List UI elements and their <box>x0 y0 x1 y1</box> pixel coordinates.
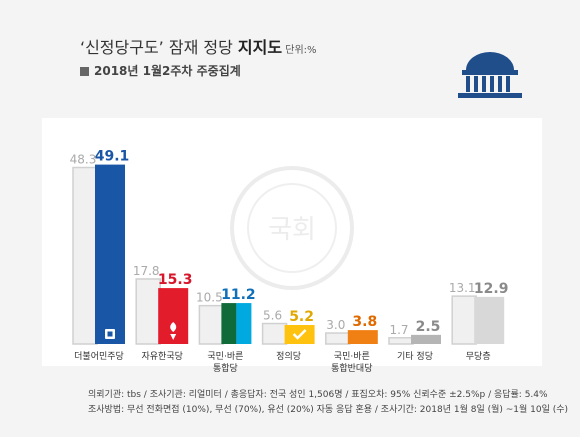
chart-footer: 의뢰기관: tbs / 조사기관: 리얼미터 / 총응답자: 전국 성인 1,5… <box>88 388 568 418</box>
bar-group: 5.6 5.2 정의당 <box>261 309 315 362</box>
category-label: 통합반대당 <box>331 363 372 374</box>
bar-previous <box>325 332 351 345</box>
torch-icon <box>170 322 177 340</box>
watermark-seal: 국회 <box>230 166 354 290</box>
title-main: ‘신정당구도’ 잠재 정당 <box>80 38 238 57</box>
footer-line-2: 조사방법: 무선 전화면접 (10%), 무선 (70%), 유선 (20%) … <box>88 405 569 415</box>
square-bullet-icon <box>80 67 89 76</box>
value-label-current: 15.3 <box>158 272 193 288</box>
bar-group: 1.7 2.5 기타 정당 <box>388 319 441 362</box>
value-label-previous: 10.5 <box>196 291 223 305</box>
watermark-text: 국회 <box>268 215 316 245</box>
value-label-current: 3.8 <box>352 314 377 330</box>
category-label: 더불어민주당 <box>74 351 124 362</box>
category-label: 자유한국당 <box>141 351 182 362</box>
value-label-current: 11.2 <box>221 287 256 303</box>
bar-previous <box>388 337 414 345</box>
category-label: 국민·바른 <box>207 351 243 362</box>
bar-previous <box>72 166 98 345</box>
bar-group: 48.349.1 더불어민주당 <box>70 149 130 362</box>
value-label-current: 12.9 <box>474 281 509 297</box>
category-label: 무당층 <box>466 351 491 362</box>
bar-current <box>411 334 441 344</box>
value-label-previous: 5.6 <box>263 309 282 323</box>
check-icon <box>292 329 307 340</box>
value-label-previous: 13.1 <box>449 281 476 295</box>
bar-group: 13.112.9 무당층 <box>449 281 509 362</box>
value-label-current: 2.5 <box>416 319 441 335</box>
bar-previous <box>198 304 225 345</box>
bar-group: 17.815.3 자유한국당 <box>133 264 193 362</box>
value-label-previous: 1.7 <box>389 323 408 337</box>
value-label-current: 49.1 <box>95 149 130 165</box>
bar-current-right <box>236 303 252 344</box>
bar-previous <box>451 295 477 345</box>
value-label-current: 5.2 <box>289 309 314 325</box>
minjoo-logo-inner <box>107 331 113 337</box>
bar-current <box>474 296 505 344</box>
title-unit: 단위:% <box>282 45 317 56</box>
national-assembly-logo-icon <box>458 52 522 98</box>
bar-current-left <box>221 303 237 344</box>
bar-current <box>95 164 125 344</box>
subtitle-text: 2018년 1월2주차 주중집계 <box>94 64 241 78</box>
bar-current <box>347 330 378 344</box>
value-label-previous: 48.3 <box>70 153 97 167</box>
category-label: 국민·바른 <box>334 351 370 362</box>
category-label: 기타 정당 <box>397 351 433 362</box>
value-label-previous: 17.8 <box>133 264 160 278</box>
bar-previous <box>135 278 161 345</box>
category-label: 정의당 <box>276 351 301 362</box>
category-label: 통합당 <box>213 363 238 374</box>
title-strong: 지지도 <box>237 38 283 57</box>
footer-line-1: 의뢰기관: tbs / 조사기관: 리얼미터 / 총응답자: 전국 성인 1,5… <box>88 390 548 400</box>
bar-previous <box>261 322 288 345</box>
chart-title: ‘신정당구도’ 잠재 정당 지지도 단위:% <box>80 34 317 58</box>
value-label-previous: 3.0 <box>326 318 345 332</box>
chart-subtitle: 2018년 1월2주차 주중집계 <box>80 62 241 79</box>
